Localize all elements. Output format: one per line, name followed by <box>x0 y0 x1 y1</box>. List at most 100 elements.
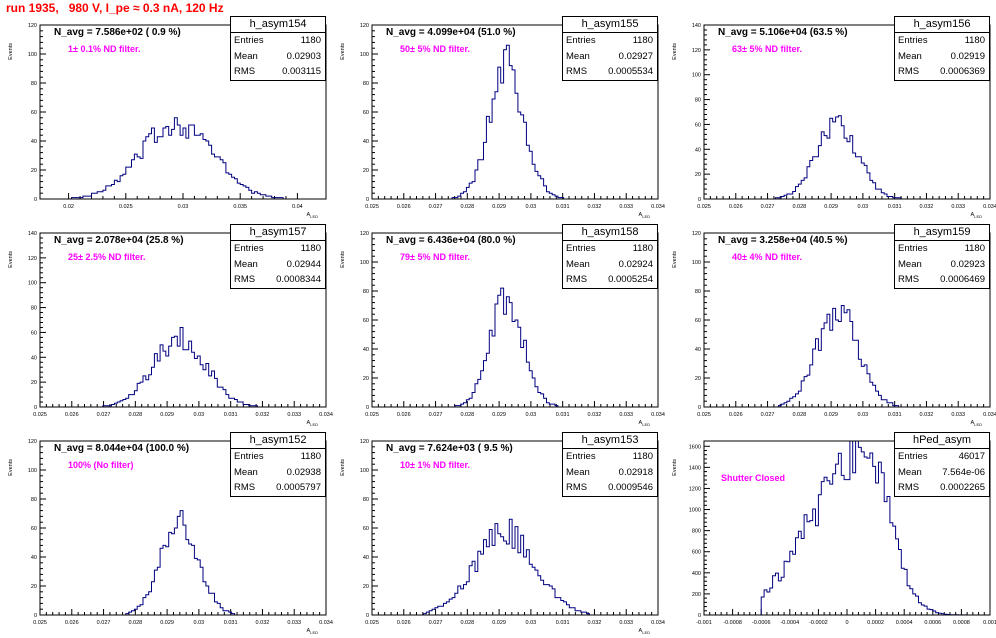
stats-label-mean: Mean <box>566 258 590 270</box>
plot-frame <box>703 24 991 200</box>
y-tick-label: 200 <box>692 592 701 598</box>
x-tick-label: 0.027 <box>761 204 775 210</box>
x-axis-label: ALED <box>639 628 651 635</box>
x-tick-label: 0.034 <box>983 204 996 210</box>
x-tick-label: 0.026 <box>397 412 411 418</box>
x-axis-label: ALED <box>971 212 983 219</box>
x-tick-label: 0.026 <box>397 620 411 626</box>
stats-value-mean: 0.02944 <box>286 258 321 270</box>
stats-row-rms: RMS 0.0006369 <box>895 64 989 80</box>
y-tick-label: 40 <box>31 555 37 561</box>
x-tick-label: 0.034 <box>651 412 665 418</box>
stats-row-mean: Mean 0.02944 <box>231 257 325 273</box>
y-tick-label: 1400 <box>689 465 701 471</box>
y-tick-label: 0 <box>698 405 701 411</box>
x-tick-label: 0.001 <box>983 620 996 626</box>
x-tick-label: 0.026 <box>397 204 411 210</box>
stats-label-entries: Entries <box>234 451 264 462</box>
stats-label-rms: RMS <box>234 274 256 285</box>
y-tick-label: 40 <box>695 347 701 353</box>
histogram-plot: Events ALED 0 20 40 60 80 100 120 140 0.025 0.026 0.… <box>8 231 333 427</box>
x-tick-label: 0.03 <box>858 412 869 418</box>
y-tick-label: 120 <box>360 231 369 237</box>
x-tick-label: 0.033 <box>287 412 301 418</box>
y-tick-label: 40 <box>31 139 37 145</box>
stats-value-rms: 0.0005534 <box>608 66 653 77</box>
x-axis-label: ALED <box>639 212 651 219</box>
x-tick-label: 0.028 <box>128 620 142 626</box>
x-tick-label: 0.031 <box>888 412 902 418</box>
stats-value-entries: 1180 <box>632 451 653 462</box>
stats-box: h_asym155 Entries 1180 Mean 0.02927 RMS 0.0005… <box>562 16 658 81</box>
x-tick-label: -0.0002 <box>809 620 828 626</box>
y-tick-label: 80 <box>363 289 369 295</box>
stats-value-mean: 0.02923 <box>950 258 985 270</box>
x-tick-label: -0.0004 <box>780 620 799 626</box>
y-tick-label: 80 <box>363 81 369 87</box>
x-tick-label: 0.031 <box>556 412 570 418</box>
plot-frame <box>371 24 659 200</box>
plot-frame <box>39 232 327 408</box>
stats-value-rms: 0.0009546 <box>608 482 653 493</box>
n-avg-label: N_avg = 8.044e+04 (100.0 %) <box>54 443 190 454</box>
y-tick-label: 100 <box>28 468 37 474</box>
x-tick-label: 0.025 <box>33 620 47 626</box>
stats-row-rms: RMS 0.003115 <box>231 64 325 80</box>
x-tick-label: 0.027 <box>429 412 443 418</box>
stats-box: h_asym153 Entries 1180 Mean 0.02918 RMS 0.0009… <box>562 432 658 497</box>
y-tick-label: 60 <box>31 526 37 532</box>
stats-value-mean: 0.02924 <box>618 258 653 270</box>
histogram-name: h_asym155 <box>563 17 657 33</box>
y-tick-label: 1200 <box>689 486 701 492</box>
y-tick-label: 0 <box>366 197 369 203</box>
stats-box: h_asym159 Entries 1180 Mean 0.02923 RMS 0.0006… <box>894 224 990 289</box>
stats-value-rms: 0.0002265 <box>940 482 985 493</box>
stats-label-mean: Mean <box>566 466 590 478</box>
x-tick-label: 0.032 <box>588 620 602 626</box>
histogram-panel-h_asym152: Events ALED 0 20 40 60 80 100 120 0.025 0.026 0.027… <box>4 432 334 638</box>
x-tick-label: 0.028 <box>128 412 142 418</box>
plot-frame <box>371 232 659 408</box>
stats-box: h_asym154 Entries 1180 Mean 0.02903 RMS 0.0031… <box>230 16 326 81</box>
y-tick-label: 40 <box>31 355 37 361</box>
stats-value-mean: 0.02938 <box>286 466 321 478</box>
y-axis-label: Events <box>8 251 14 268</box>
histogram-bars <box>372 287 658 408</box>
stats-value-entries: 1180 <box>964 35 985 46</box>
histogram-panel-h_asym158: Events ALED 0 20 40 60 80 100 120 0.025 0.026 0.027… <box>336 224 666 430</box>
y-tick-label: 20 <box>31 168 37 174</box>
x-tick-label: 0.033 <box>951 204 965 210</box>
n-avg-label: N_avg = 5.106e+04 (63.5 %) <box>718 27 848 38</box>
stats-row-mean: Mean 7.564e-06 <box>895 465 989 481</box>
x-tick-label: 0.027 <box>97 620 111 626</box>
page-title: run 1935, 980 V, I_pe ≈ 0.3 nA, 120 Hz <box>6 1 224 15</box>
stats-row-rms: RMS 0.0009546 <box>563 480 657 496</box>
x-tick-label: 0.034 <box>651 620 665 626</box>
histogram-bars <box>704 440 990 616</box>
histogram-bars <box>40 327 326 408</box>
stats-label-entries: Entries <box>234 243 264 254</box>
y-axis-label: Events <box>672 251 678 268</box>
x-axis-label: ALED <box>971 420 983 427</box>
y-axis-label: Events <box>672 459 678 476</box>
y-tick-label: 100 <box>28 281 37 287</box>
x-tick-label: 0.025 <box>365 620 379 626</box>
stats-row-entries: Entries 46017 <box>895 449 989 465</box>
y-tick-label: 80 <box>31 81 37 87</box>
stats-row-rms: RMS 0.0002265 <box>895 480 989 496</box>
x-tick-label: 0.031 <box>224 412 238 418</box>
x-tick-label: 0.029 <box>160 620 174 626</box>
stats-label-entries: Entries <box>566 243 596 254</box>
x-tick-label: 0.033 <box>619 620 633 626</box>
histogram-name: hPed_asym <box>895 433 989 449</box>
plot-frame <box>39 440 327 616</box>
x-tick-label: 0.026 <box>729 204 743 210</box>
stats-row-mean: Mean 0.02923 <box>895 257 989 273</box>
stats-row-entries: Entries 1180 <box>563 33 657 49</box>
x-tick-label: 0.027 <box>429 204 443 210</box>
y-tick-label: 1000 <box>689 508 701 514</box>
x-tick-label: 0.027 <box>97 412 111 418</box>
x-tick-label: -0.001 <box>696 620 712 626</box>
x-tick-label: 0.032 <box>256 412 270 418</box>
histogram-panel-hPed_asym: Events 0 200 400 600 800 1000 1200 1400 1600 -0.00… <box>668 432 996 638</box>
